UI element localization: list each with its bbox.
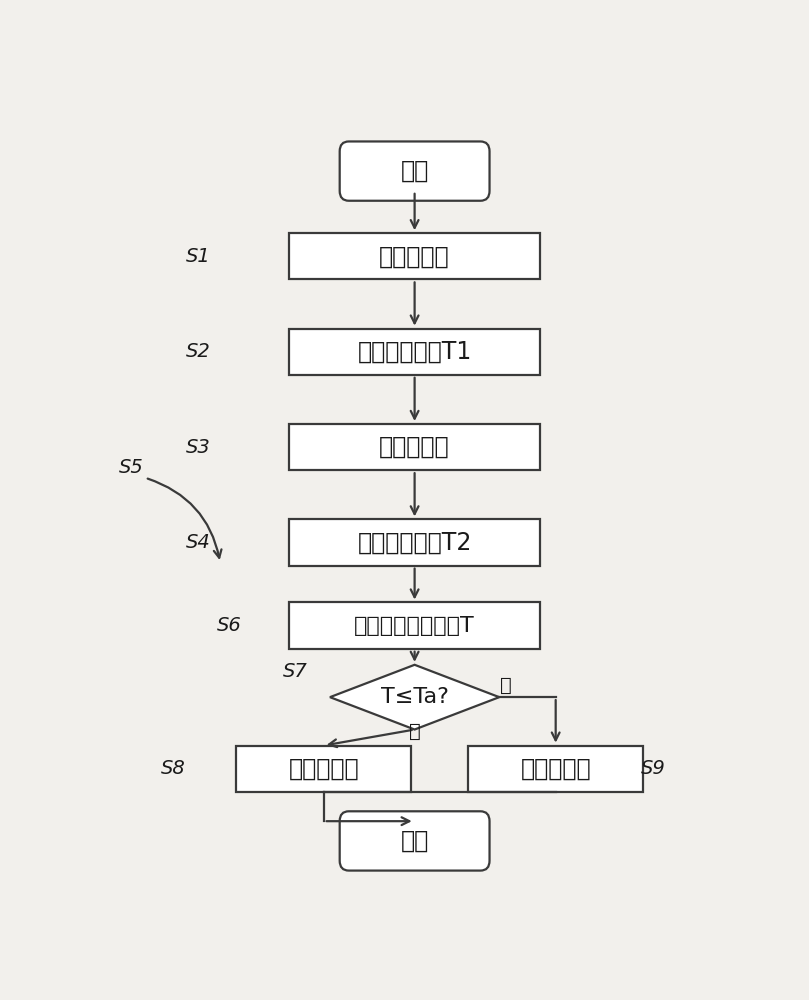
FancyBboxPatch shape xyxy=(340,141,489,201)
Text: 结束: 结束 xyxy=(400,829,429,853)
Text: S2: S2 xyxy=(186,342,210,361)
Text: 否: 否 xyxy=(500,676,511,695)
Bar xyxy=(236,746,412,792)
Text: 是: 是 xyxy=(409,722,421,741)
Text: 计算负载转矩之比T: 计算负载转矩之比T xyxy=(354,616,475,636)
Text: 测定负载转矩T2: 测定负载转矩T2 xyxy=(358,530,472,554)
Text: 开始: 开始 xyxy=(400,159,429,183)
Text: S6: S6 xyxy=(218,616,242,635)
Text: T≤Ta?: T≤Ta? xyxy=(381,687,448,707)
Text: S8: S8 xyxy=(161,759,185,778)
FancyBboxPatch shape xyxy=(340,811,489,871)
Text: S9: S9 xyxy=(641,759,665,778)
Text: S4: S4 xyxy=(186,533,210,552)
Text: S5: S5 xyxy=(119,458,143,477)
Text: 制动器解除: 制动器解除 xyxy=(379,244,450,268)
Text: 制动器工作: 制动器工作 xyxy=(379,435,450,459)
Bar xyxy=(289,602,540,649)
Bar xyxy=(289,519,540,566)
Text: S7: S7 xyxy=(283,662,308,681)
Text: 测定负载转矩T1: 测定负载转矩T1 xyxy=(358,340,472,364)
Bar xyxy=(289,233,540,279)
Text: S1: S1 xyxy=(186,247,210,266)
Polygon shape xyxy=(330,665,499,730)
Text: 制动器正常: 制动器正常 xyxy=(288,757,359,781)
Text: S3: S3 xyxy=(186,438,210,457)
Bar xyxy=(289,424,540,470)
Text: 制动器异常: 制动器异常 xyxy=(520,757,591,781)
Bar xyxy=(468,746,643,792)
Bar xyxy=(289,329,540,375)
